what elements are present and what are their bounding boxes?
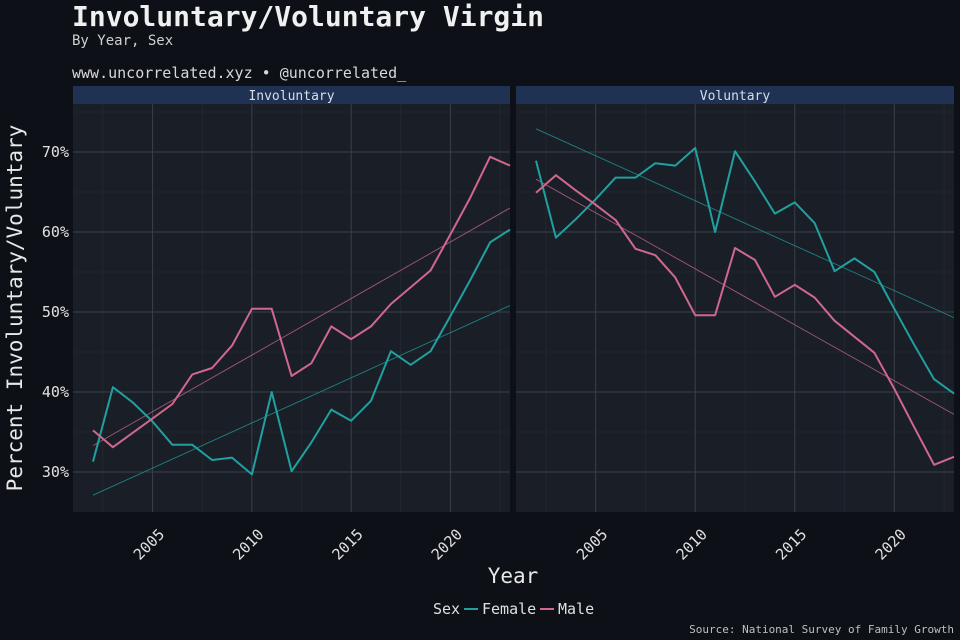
y-tick-label: 50% [42, 303, 69, 321]
legend: Sex Female Male [433, 600, 594, 618]
chart-subtitle: By Year, Sex [72, 33, 174, 49]
facet-strip [73, 86, 510, 104]
x-tick-label: 2020 [428, 525, 466, 563]
x-tick-label: 2005 [573, 525, 611, 563]
y-tick-label: 30% [42, 463, 69, 481]
trend-line-male [92, 207, 511, 446]
y-tick-label: 40% [42, 383, 69, 401]
series-line-female [535, 147, 955, 395]
legend-label-male: Male [558, 600, 594, 618]
chart-title: Involuntary/Voluntary Virgin [72, 0, 545, 33]
legend-title: Sex [433, 600, 460, 618]
y-tick-label: 60% [42, 223, 69, 241]
x-tick-label: 2015 [772, 525, 810, 563]
trend-line-female [535, 128, 955, 319]
facet-strip [516, 86, 954, 104]
source-caption: Source: National Survey of Family Growth [689, 623, 954, 636]
legend-label-female: Female [482, 600, 536, 618]
x-tick-label: 2010 [229, 525, 267, 563]
facet-label-involuntary: Involuntary [248, 89, 334, 104]
facet-label-voluntary: Voluntary [700, 89, 771, 104]
x-tick-label: 2010 [673, 525, 711, 563]
panel-voluntary: Voluntary 2005 2010 2015 2020 [516, 86, 955, 564]
x-tick-label: 2020 [872, 525, 910, 563]
trend-line-female [92, 305, 511, 496]
panel-background [516, 104, 954, 512]
x-tick-label: 2005 [130, 525, 168, 563]
y-axis-title: Percent Involuntary/Voluntary [3, 125, 27, 492]
series-line-male [535, 174, 955, 466]
trend-line-male [535, 178, 955, 415]
site-credit: www.uncorrelated.xyz • @uncorrelated_ [72, 64, 407, 82]
x-tick-label: 2015 [328, 525, 366, 563]
x-axis-title: Year [488, 564, 539, 588]
series-line-female [92, 228, 511, 476]
panel-involuntary: Involuntary 30% 40% 50% 60% 70% 2005 2010 2015 20… [42, 86, 511, 564]
series-line-male [92, 155, 511, 449]
y-tick-label: 70% [42, 143, 69, 161]
panel-background [73, 104, 510, 512]
